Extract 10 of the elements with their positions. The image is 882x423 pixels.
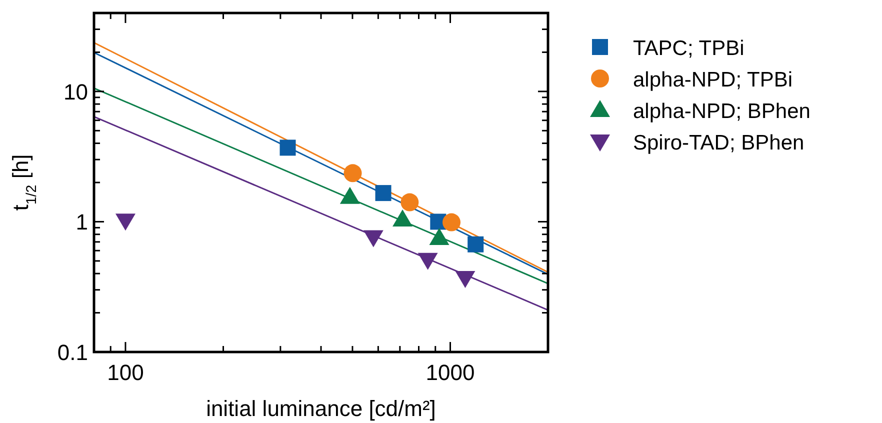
x-tick-label: 1000 xyxy=(426,360,475,385)
y-tick-label: 1 xyxy=(76,210,88,235)
legend-label: Spiro-TAD; BPhen xyxy=(633,132,804,154)
y-tick-label: 10 xyxy=(64,79,88,104)
legend-label: alpha-NPD; TPBi xyxy=(633,68,793,92)
legend-label: TAPC; TPBi xyxy=(633,37,744,60)
x-tick-label: 100 xyxy=(107,360,144,385)
x-axis-title: initial luminance [cd/m²] xyxy=(206,396,436,421)
y-tick-label: 0.1 xyxy=(57,340,88,365)
legend-label: alpha-NPD; BPhen xyxy=(633,100,810,123)
